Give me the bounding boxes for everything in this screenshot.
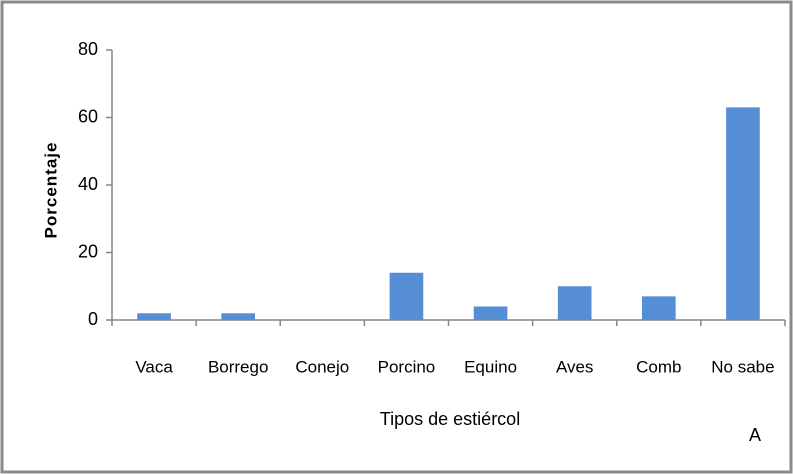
x-tick-label: Aves [556,357,594,376]
bar [473,306,508,320]
x-tick-label: Porcino [378,357,436,376]
x-tick-label: Equino [464,357,517,376]
bar [726,107,760,320]
bar [221,313,256,320]
y-tick-label: 80 [78,39,98,59]
annotation: A [749,425,761,445]
y-tick-label: 60 [78,106,98,126]
x-tick-label: No sabe [711,357,774,376]
y-axis-label: Porcentaje [41,142,60,239]
x-axis-label: Tipos de estiércol [380,409,520,429]
y-tick-label: 40 [78,174,98,194]
x-tick-label: Comb [636,357,681,376]
bar [557,286,592,320]
y-tick-label: 20 [78,241,98,261]
bar [389,272,424,320]
x-tick-label: Conejo [295,357,349,376]
bar [641,296,676,320]
x-tick-label: Borrego [208,357,268,376]
y-tick-label: 0 [88,309,98,329]
bar [137,313,171,320]
x-tick-label: Vaca [135,357,173,376]
